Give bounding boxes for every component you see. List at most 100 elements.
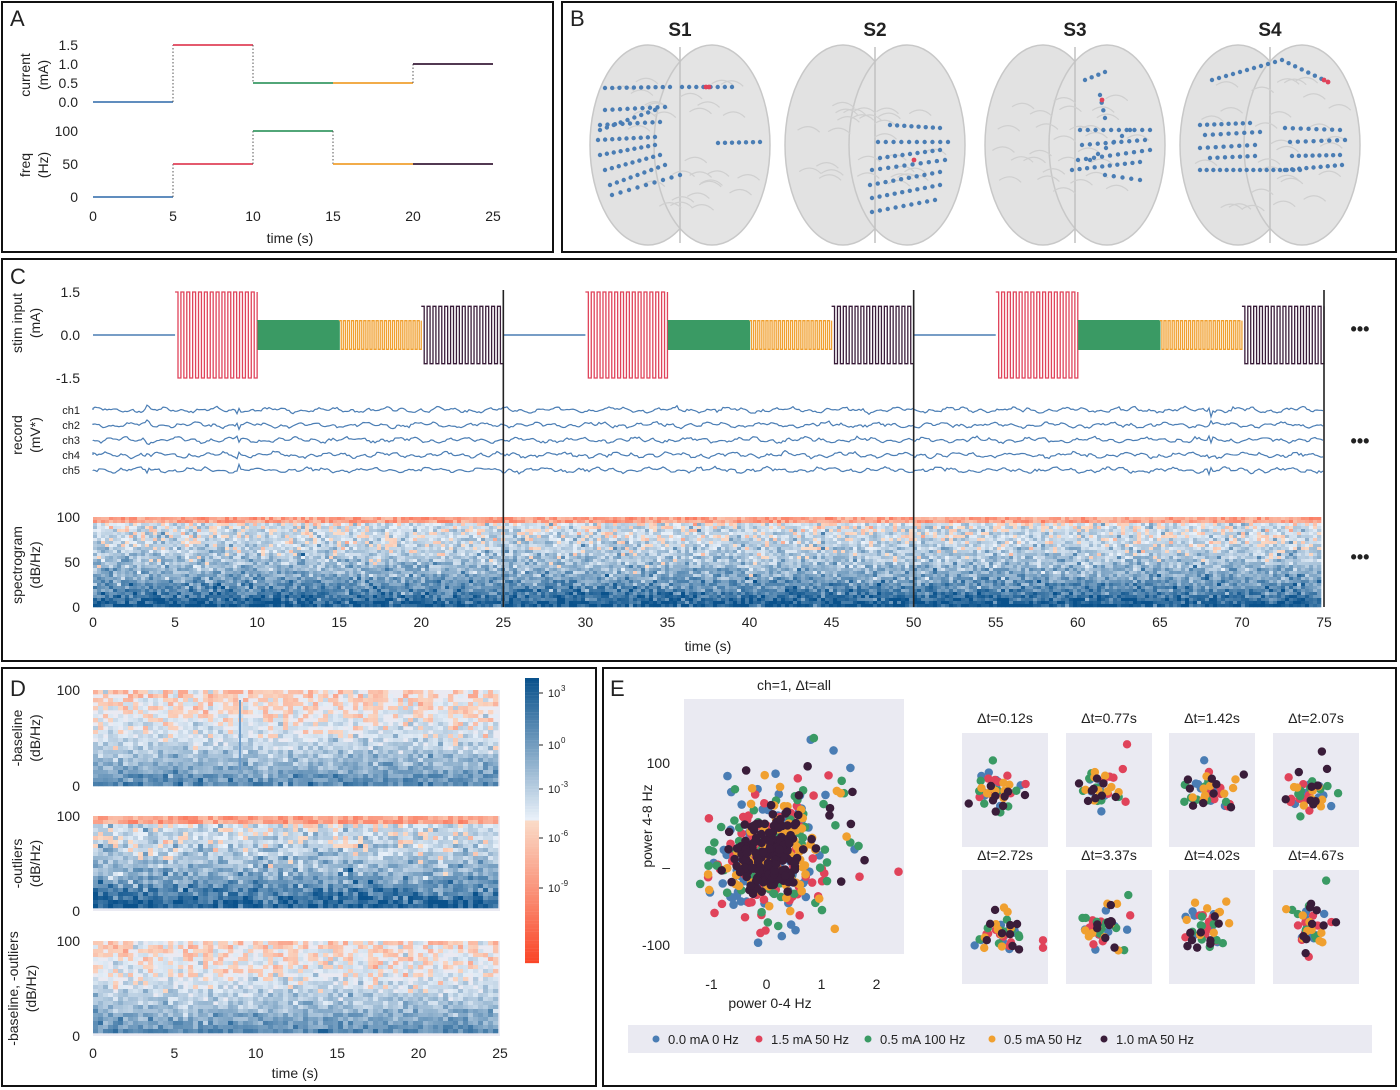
heat-cell [1309, 541, 1314, 545]
heat-cell [609, 529, 614, 533]
heat-cell [457, 538, 462, 542]
heat-cell [465, 538, 470, 542]
heat-cell [409, 517, 414, 521]
heat-cell [937, 526, 942, 530]
heat-cell [709, 553, 714, 557]
heat-cell [373, 550, 378, 554]
heat-cell [1185, 538, 1190, 542]
heat-cell [849, 541, 854, 545]
heat-cell [1225, 523, 1230, 527]
heat-cell [1317, 553, 1322, 557]
heat-cell [425, 541, 430, 545]
heat-cell [681, 544, 686, 548]
heat-cell [785, 532, 790, 536]
heat-cell [729, 553, 734, 557]
heat-cell [1037, 538, 1042, 542]
heat-cell [717, 526, 722, 530]
heat-cell [445, 556, 450, 560]
heat-cell [889, 547, 894, 551]
heat-cell [465, 553, 470, 557]
heat-cell [701, 517, 706, 521]
heat-cell [1117, 535, 1122, 539]
heat-cell [433, 529, 438, 533]
heat-cell [137, 547, 142, 551]
heat-cell [1185, 535, 1190, 539]
heat-cell [557, 550, 562, 554]
heat-cell [485, 526, 490, 530]
heat-cell [853, 517, 858, 521]
heat-cell [821, 526, 826, 530]
heat-cell [189, 532, 194, 536]
heat-cell [657, 523, 662, 527]
heat-cell [217, 535, 222, 539]
heat-cell [777, 556, 782, 560]
heat-cell [397, 556, 402, 560]
heat-cell [1037, 529, 1042, 533]
heat-cell [513, 541, 518, 545]
heat-cell [909, 526, 914, 530]
heat-cell [701, 544, 706, 548]
heat-cell [197, 553, 202, 557]
heat-cell [1305, 526, 1310, 530]
heat-cell [993, 529, 998, 533]
heat-cell [569, 547, 574, 551]
heat-cell [1057, 553, 1062, 557]
heat-cell [629, 517, 634, 521]
heat-cell [553, 556, 558, 560]
heat-cell [1273, 523, 1278, 527]
heat-cell [769, 517, 774, 521]
heat-cell [517, 532, 522, 536]
heat-cell [1285, 517, 1290, 521]
heat-cell [293, 547, 298, 551]
heat-cell [745, 553, 750, 557]
heat-cell [1121, 544, 1126, 548]
heat-cell [461, 553, 466, 557]
heat-cell [921, 538, 926, 542]
heat-cell [589, 544, 594, 548]
heat-cell [237, 547, 242, 551]
heat-cell [289, 538, 294, 542]
heat-cell [593, 526, 598, 530]
heat-cell [513, 556, 518, 560]
heat-cell [349, 532, 354, 536]
heat-cell [941, 547, 946, 551]
heat-cell [381, 553, 386, 557]
heat-cell [1225, 547, 1230, 551]
electrode-contact [1212, 122, 1217, 127]
heat-cell [377, 550, 382, 554]
heat-cell [405, 550, 410, 554]
heat-cell [137, 532, 142, 536]
brain-gyrus [630, 89, 654, 96]
heat-cell [789, 526, 794, 530]
heat-cell [1189, 544, 1194, 548]
heat-cell [465, 544, 470, 548]
y-axis-label: current [17, 53, 33, 97]
brain-gyrus [1308, 123, 1332, 130]
heat-cell [845, 523, 850, 527]
electrode-contact [632, 115, 637, 120]
heat-cell [817, 556, 822, 560]
heat-cell [605, 553, 610, 557]
heat-cell [1117, 547, 1122, 551]
y-tick-label: 1.0 [59, 56, 79, 72]
heat-cell [769, 538, 774, 542]
heat-cell [1133, 529, 1138, 533]
heat-cell [945, 556, 950, 560]
heat-cell [373, 538, 378, 542]
heat-cell [1093, 550, 1098, 554]
heat-cell [565, 550, 570, 554]
heat-cell [737, 541, 742, 545]
heat-cell [241, 523, 246, 527]
heat-cell [257, 541, 262, 545]
electrode-contact [916, 124, 921, 129]
heat-cell [1273, 550, 1278, 554]
heat-cell [1229, 544, 1234, 548]
heat-cell [1237, 550, 1242, 554]
brain-gyrus [1276, 145, 1299, 153]
heat-cell [1257, 532, 1262, 536]
heat-cell [445, 523, 450, 527]
heat-cell [1273, 517, 1278, 521]
heat-cell [857, 535, 862, 539]
electrode-contact [632, 106, 638, 111]
heat-cell [773, 556, 778, 560]
